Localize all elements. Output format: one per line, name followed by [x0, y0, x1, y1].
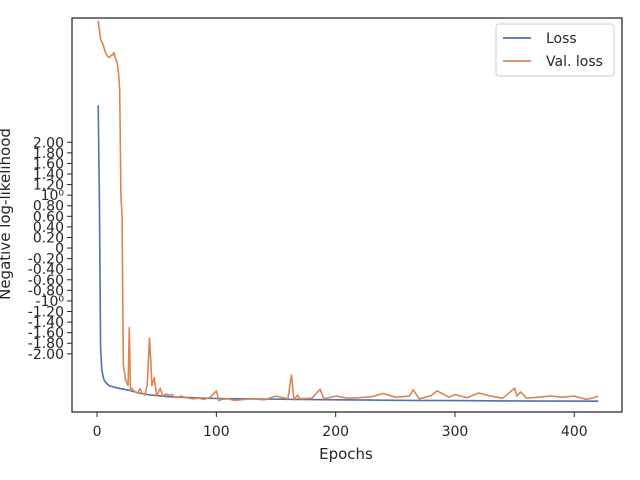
y-tick-label: 1.80: [33, 146, 64, 162]
y-tick-label: 1.20: [33, 178, 64, 194]
x-tick-label: 0: [93, 424, 102, 440]
x-tick-label: 400: [561, 424, 588, 440]
x-axis-label: Epochs: [319, 445, 373, 463]
y-tick-label: 0.40: [33, 220, 64, 236]
series-line-0: [97, 105, 599, 403]
plot-frame: [71, 17, 623, 413]
y-tick-label: 0: [55, 241, 64, 257]
x-tick-label: 200: [322, 424, 349, 440]
series-layer: [97, 20, 599, 403]
y-tick-label: 0.80: [33, 199, 64, 215]
ticks-layer: 0 100 200 300 400 -2.00-1.80-1.60-1.40-1.20-1…: [28, 135, 588, 440]
series-line-1: [97, 20, 599, 402]
legend-box: [495, 23, 615, 77]
plot-area: [71, 17, 623, 413]
y-tick-label: -2.00: [28, 347, 64, 363]
y-tick-label: -1.40: [28, 315, 64, 331]
y-tick-label: 2.00: [33, 135, 64, 151]
x-tick-label: 300: [442, 424, 469, 440]
y-tick-label: -0.80: [28, 283, 64, 299]
y-tick-label: -1.60: [28, 326, 64, 342]
y-axis-label: Negative log-likelihood: [0, 128, 14, 300]
y-tick-label: -1.80: [28, 336, 64, 352]
y-tick-label: -0.60: [28, 273, 64, 289]
y-tick-label: -10⁰: [36, 294, 65, 310]
y-tick-label: 10⁰: [41, 188, 65, 204]
legend-label-0: Loss: [546, 31, 577, 47]
y-tick-label: 1.60: [33, 156, 64, 172]
y-tick-label: -0.40: [28, 262, 64, 278]
x-tick-label: 100: [203, 424, 230, 440]
y-tick-label: -0.20: [28, 252, 64, 268]
y-tick-label: -1.20: [28, 305, 64, 321]
y-tick-label: 1.40: [33, 167, 64, 183]
y-tick-label: 0.60: [33, 209, 64, 225]
legend-label-1: Val. loss: [546, 54, 603, 70]
legend: Loss Val. loss: [495, 23, 615, 77]
y-tick-label: 0.20: [33, 230, 64, 246]
